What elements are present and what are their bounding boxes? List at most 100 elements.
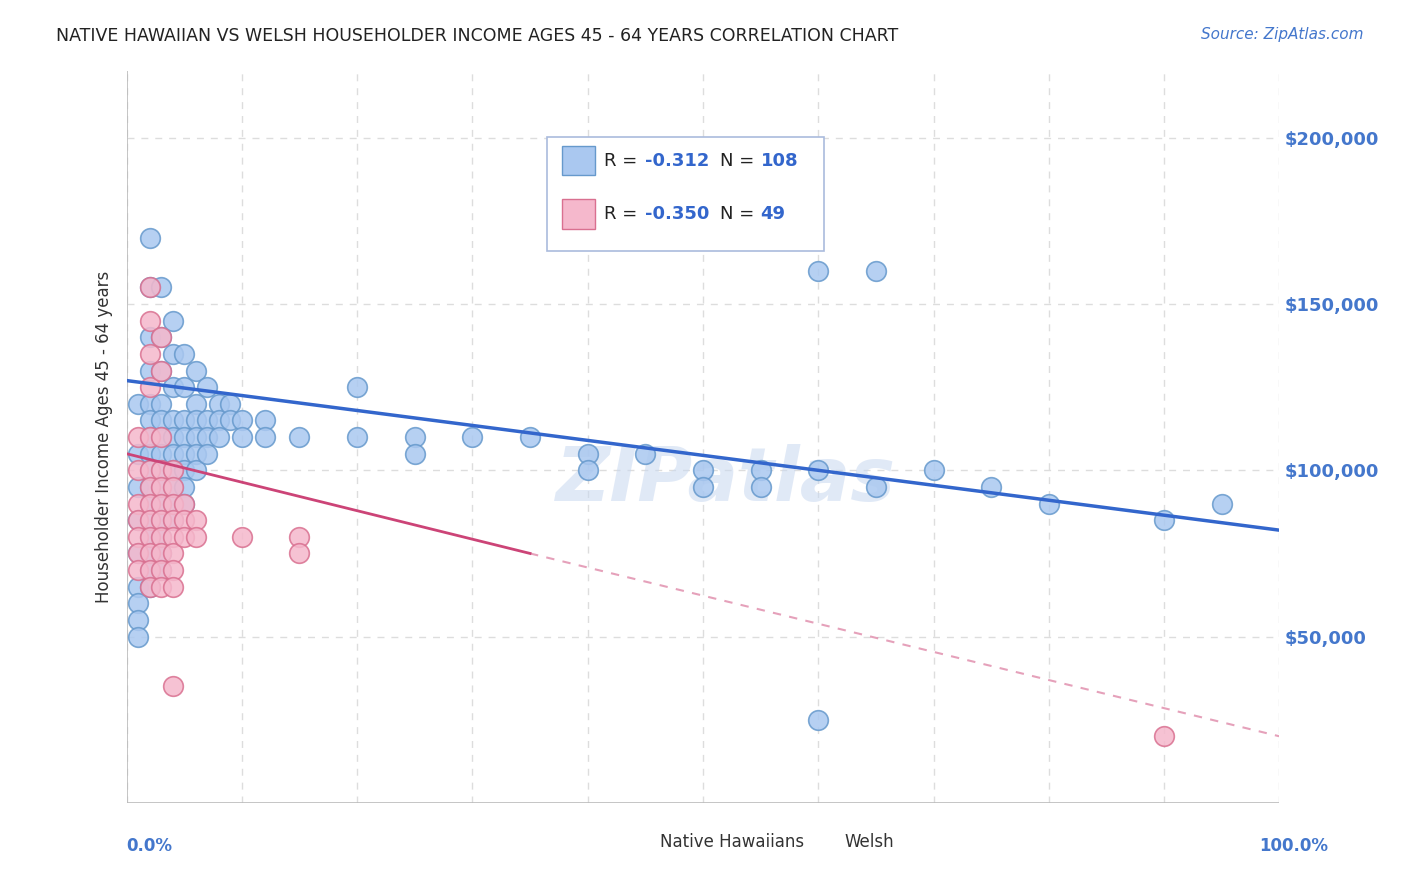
Point	[184, 363, 207, 377]
Point	[138, 430, 160, 444]
Point	[138, 497, 160, 511]
Point	[184, 430, 207, 444]
Point	[162, 480, 184, 494]
Point	[150, 563, 173, 577]
Point	[150, 447, 173, 461]
Point	[138, 530, 160, 544]
Point	[346, 430, 368, 444]
Point	[127, 563, 149, 577]
Point	[162, 513, 184, 527]
Point	[138, 546, 160, 560]
Point	[138, 380, 160, 394]
Point	[138, 314, 160, 328]
Point	[173, 497, 195, 511]
Point	[138, 480, 160, 494]
Point	[150, 580, 173, 594]
Point	[253, 413, 276, 427]
Point	[138, 363, 160, 377]
Text: Native Hawaiians: Native Hawaiians	[661, 832, 804, 851]
Point	[127, 546, 149, 560]
Point	[288, 530, 311, 544]
Point	[208, 413, 231, 427]
Point	[150, 546, 173, 560]
Point	[288, 546, 311, 560]
Point	[1038, 497, 1060, 511]
Point	[231, 530, 253, 544]
Point	[162, 530, 184, 544]
Point	[162, 447, 184, 461]
Point	[138, 447, 160, 461]
Point	[195, 430, 218, 444]
Point	[519, 430, 541, 444]
Point	[162, 347, 184, 361]
Point	[749, 463, 772, 477]
Point	[127, 530, 149, 544]
Point	[150, 497, 173, 511]
Point	[173, 513, 195, 527]
Point	[208, 397, 231, 411]
Point	[138, 330, 160, 344]
Point	[162, 314, 184, 328]
Point	[173, 480, 195, 494]
Point	[922, 463, 945, 477]
Point	[173, 430, 195, 444]
Text: Source: ZipAtlas.com: Source: ZipAtlas.com	[1201, 27, 1364, 42]
Point	[138, 413, 160, 427]
Point	[173, 447, 195, 461]
Point	[150, 463, 173, 477]
Point	[138, 280, 160, 294]
Point	[162, 463, 184, 477]
Point	[150, 413, 173, 427]
Point	[195, 380, 218, 394]
Point	[150, 397, 173, 411]
Point	[219, 397, 242, 411]
Point	[138, 430, 160, 444]
Point	[184, 463, 207, 477]
Point	[138, 513, 160, 527]
Point	[173, 347, 195, 361]
Point	[150, 463, 173, 477]
Point	[184, 530, 207, 544]
Point	[150, 513, 173, 527]
Y-axis label: Householder Income Ages 45 - 64 years: Householder Income Ages 45 - 64 years	[96, 271, 114, 603]
FancyBboxPatch shape	[547, 137, 824, 251]
Point	[173, 497, 195, 511]
Point	[807, 463, 830, 477]
Point	[692, 480, 714, 494]
Point	[127, 580, 149, 594]
Point	[807, 264, 830, 278]
Text: N =: N =	[720, 152, 755, 169]
Point	[184, 413, 207, 427]
Point	[1211, 497, 1233, 511]
Point	[127, 480, 149, 494]
Point	[150, 513, 173, 527]
Point	[346, 380, 368, 394]
Point	[127, 630, 149, 644]
Point	[162, 497, 184, 511]
Point	[138, 230, 160, 244]
Point	[1153, 729, 1175, 743]
Point	[162, 563, 184, 577]
Point	[288, 430, 311, 444]
Point	[231, 430, 253, 444]
Text: N =: N =	[720, 205, 755, 223]
Text: NATIVE HAWAIIAN VS WELSH HOUSEHOLDER INCOME AGES 45 - 64 YEARS CORRELATION CHART: NATIVE HAWAIIAN VS WELSH HOUSEHOLDER INC…	[56, 27, 898, 45]
Point	[150, 363, 173, 377]
Point	[150, 530, 173, 544]
Point	[576, 447, 599, 461]
Point	[461, 430, 484, 444]
Point	[162, 413, 184, 427]
Point	[138, 480, 160, 494]
Point	[127, 613, 149, 627]
Point	[184, 447, 207, 461]
Point	[162, 546, 184, 560]
Point	[184, 397, 207, 411]
Point	[980, 480, 1002, 494]
Text: R =: R =	[603, 205, 637, 223]
FancyBboxPatch shape	[634, 831, 657, 852]
FancyBboxPatch shape	[562, 146, 595, 175]
Point	[865, 480, 887, 494]
Point	[634, 447, 657, 461]
Point	[138, 513, 160, 527]
Point	[162, 480, 184, 494]
